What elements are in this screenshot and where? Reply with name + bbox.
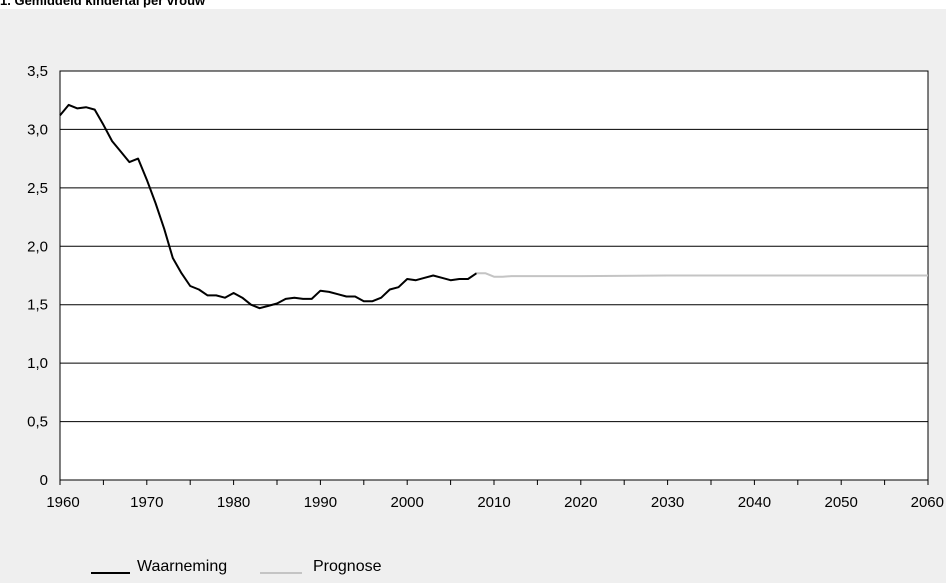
y-tick-label: 1,0 xyxy=(27,355,48,372)
series-line-waarneming xyxy=(59,103,478,310)
y-tick-label: 1,5 xyxy=(27,297,48,314)
y-tick-label: 0,5 xyxy=(27,414,48,431)
series-line-prognose xyxy=(476,272,928,278)
legend-label-waarneming: Waarneming xyxy=(137,558,227,575)
x-tick-label: 2050 xyxy=(825,494,858,511)
legend-label-prognose: Prognose xyxy=(313,558,382,575)
series-lines xyxy=(59,103,928,310)
x-tick-label: 1960 xyxy=(46,494,79,511)
x-tick-label: 1990 xyxy=(304,494,337,511)
chart-title: 1. Gemiddeld kindertal per vrouw xyxy=(0,0,206,8)
x-tick-label: 2030 xyxy=(651,494,684,511)
y-tick-label: 3,0 xyxy=(27,121,48,138)
gridlines xyxy=(60,128,928,423)
x-tick-label: 2010 xyxy=(477,494,510,511)
x-tick-label: 2060 xyxy=(911,494,944,511)
y-tick-label: 2,0 xyxy=(27,238,48,255)
y-tick-label: 0 xyxy=(40,472,48,489)
legend: Waarneming Prognose xyxy=(91,558,382,575)
y-tick-label: 3,5 xyxy=(27,63,48,80)
x-tick-label: 2000 xyxy=(391,494,424,511)
y-tick-label: 2,5 xyxy=(27,180,48,197)
y-axis: 0 0,5 1,0 1,5 2,0 2,5 3,0 3,5 xyxy=(27,63,48,489)
x-axis: 1960 1970 1980 1990 2000 2010 2020 2030 2040 2050… xyxy=(46,480,944,511)
x-tick-label: 2020 xyxy=(564,494,597,511)
x-tick-label: 2040 xyxy=(738,494,771,511)
x-tick-label: 1980 xyxy=(217,494,250,511)
x-tick-label: 1970 xyxy=(130,494,163,511)
